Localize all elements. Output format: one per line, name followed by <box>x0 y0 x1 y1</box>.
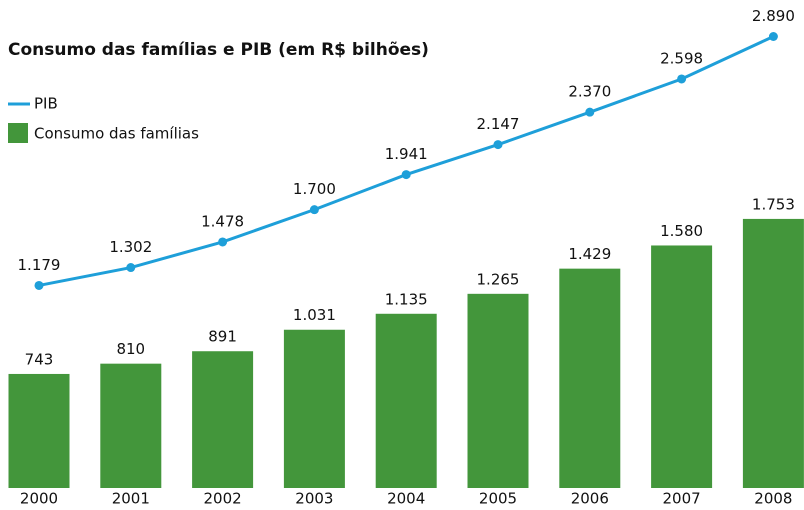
data-label: 1.478 <box>201 212 244 230</box>
x-tick-label: 2006 <box>571 490 609 508</box>
data-label: 1.700 <box>293 180 336 198</box>
point <box>677 74 687 84</box>
bar <box>742 218 804 489</box>
data-label: 810 <box>116 340 145 358</box>
point <box>768 32 778 42</box>
data-label: 1.031 <box>293 306 336 324</box>
x-tick-label: 2005 <box>479 490 517 508</box>
chart-title: Consumo das famílias e PIB (em R$ bilhõe… <box>8 40 429 60</box>
point <box>309 205 319 215</box>
point <box>218 237 228 247</box>
data-label: 1.753 <box>752 195 795 213</box>
data-label: 1.179 <box>18 256 61 274</box>
data-label: 2.147 <box>477 115 520 133</box>
legend-bar-swatch <box>8 123 28 143</box>
x-tick-label: 2001 <box>112 490 150 508</box>
data-label: 1.265 <box>477 270 520 288</box>
data-label: 743 <box>25 350 54 368</box>
data-label: 1.135 <box>385 290 428 308</box>
bar <box>100 363 162 488</box>
x-tick-label: 2007 <box>663 490 701 508</box>
bar <box>192 351 254 488</box>
data-label: 1.941 <box>385 145 428 163</box>
data-label: 2.890 <box>752 7 795 25</box>
legend-label: Consumo das famílias <box>34 125 199 143</box>
data-label: 1.302 <box>109 238 152 256</box>
x-tick-label: 2008 <box>754 490 792 508</box>
x-tick-label: 2004 <box>387 490 425 508</box>
point <box>401 170 411 180</box>
bar <box>651 245 713 488</box>
data-label: 1.429 <box>568 245 611 263</box>
x-tick-label: 2000 <box>20 490 58 508</box>
bar <box>375 313 437 488</box>
bar <box>559 268 621 488</box>
x-tick-label: 2002 <box>204 490 242 508</box>
legend-label: PIB <box>34 95 58 113</box>
bar <box>8 373 70 488</box>
point <box>34 280 44 290</box>
point <box>493 140 503 150</box>
data-label: 1.580 <box>660 222 703 240</box>
data-label: 2.598 <box>660 49 703 67</box>
data-label: 891 <box>208 328 237 346</box>
point <box>585 107 595 117</box>
bar <box>283 329 345 488</box>
data-label: 2.370 <box>568 83 611 101</box>
bar <box>467 293 529 488</box>
x-tick-label: 2003 <box>295 490 333 508</box>
point <box>126 263 136 273</box>
